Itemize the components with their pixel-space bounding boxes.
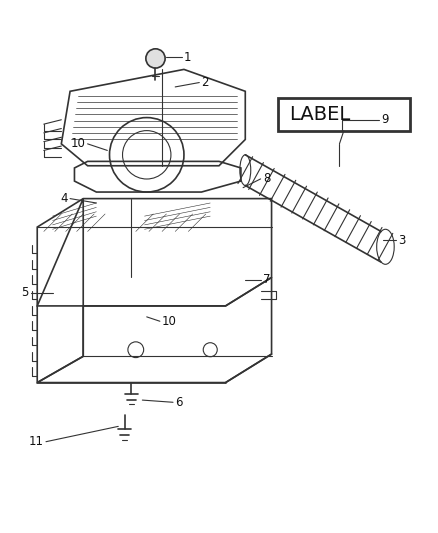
Text: 8: 8 [263,172,270,185]
Text: 4: 4 [60,192,68,205]
Text: 11: 11 [29,435,44,448]
Text: 2: 2 [201,76,209,89]
Circle shape [146,49,165,68]
Text: 10: 10 [71,138,85,150]
Text: 3: 3 [399,233,406,247]
Text: 6: 6 [175,396,183,409]
Text: 9: 9 [381,114,389,126]
Text: 10: 10 [162,315,177,328]
Text: 7: 7 [263,273,270,286]
FancyBboxPatch shape [278,98,410,131]
Text: 1: 1 [184,51,191,63]
Text: LABEL: LABEL [289,105,350,124]
Text: 5: 5 [21,286,28,300]
